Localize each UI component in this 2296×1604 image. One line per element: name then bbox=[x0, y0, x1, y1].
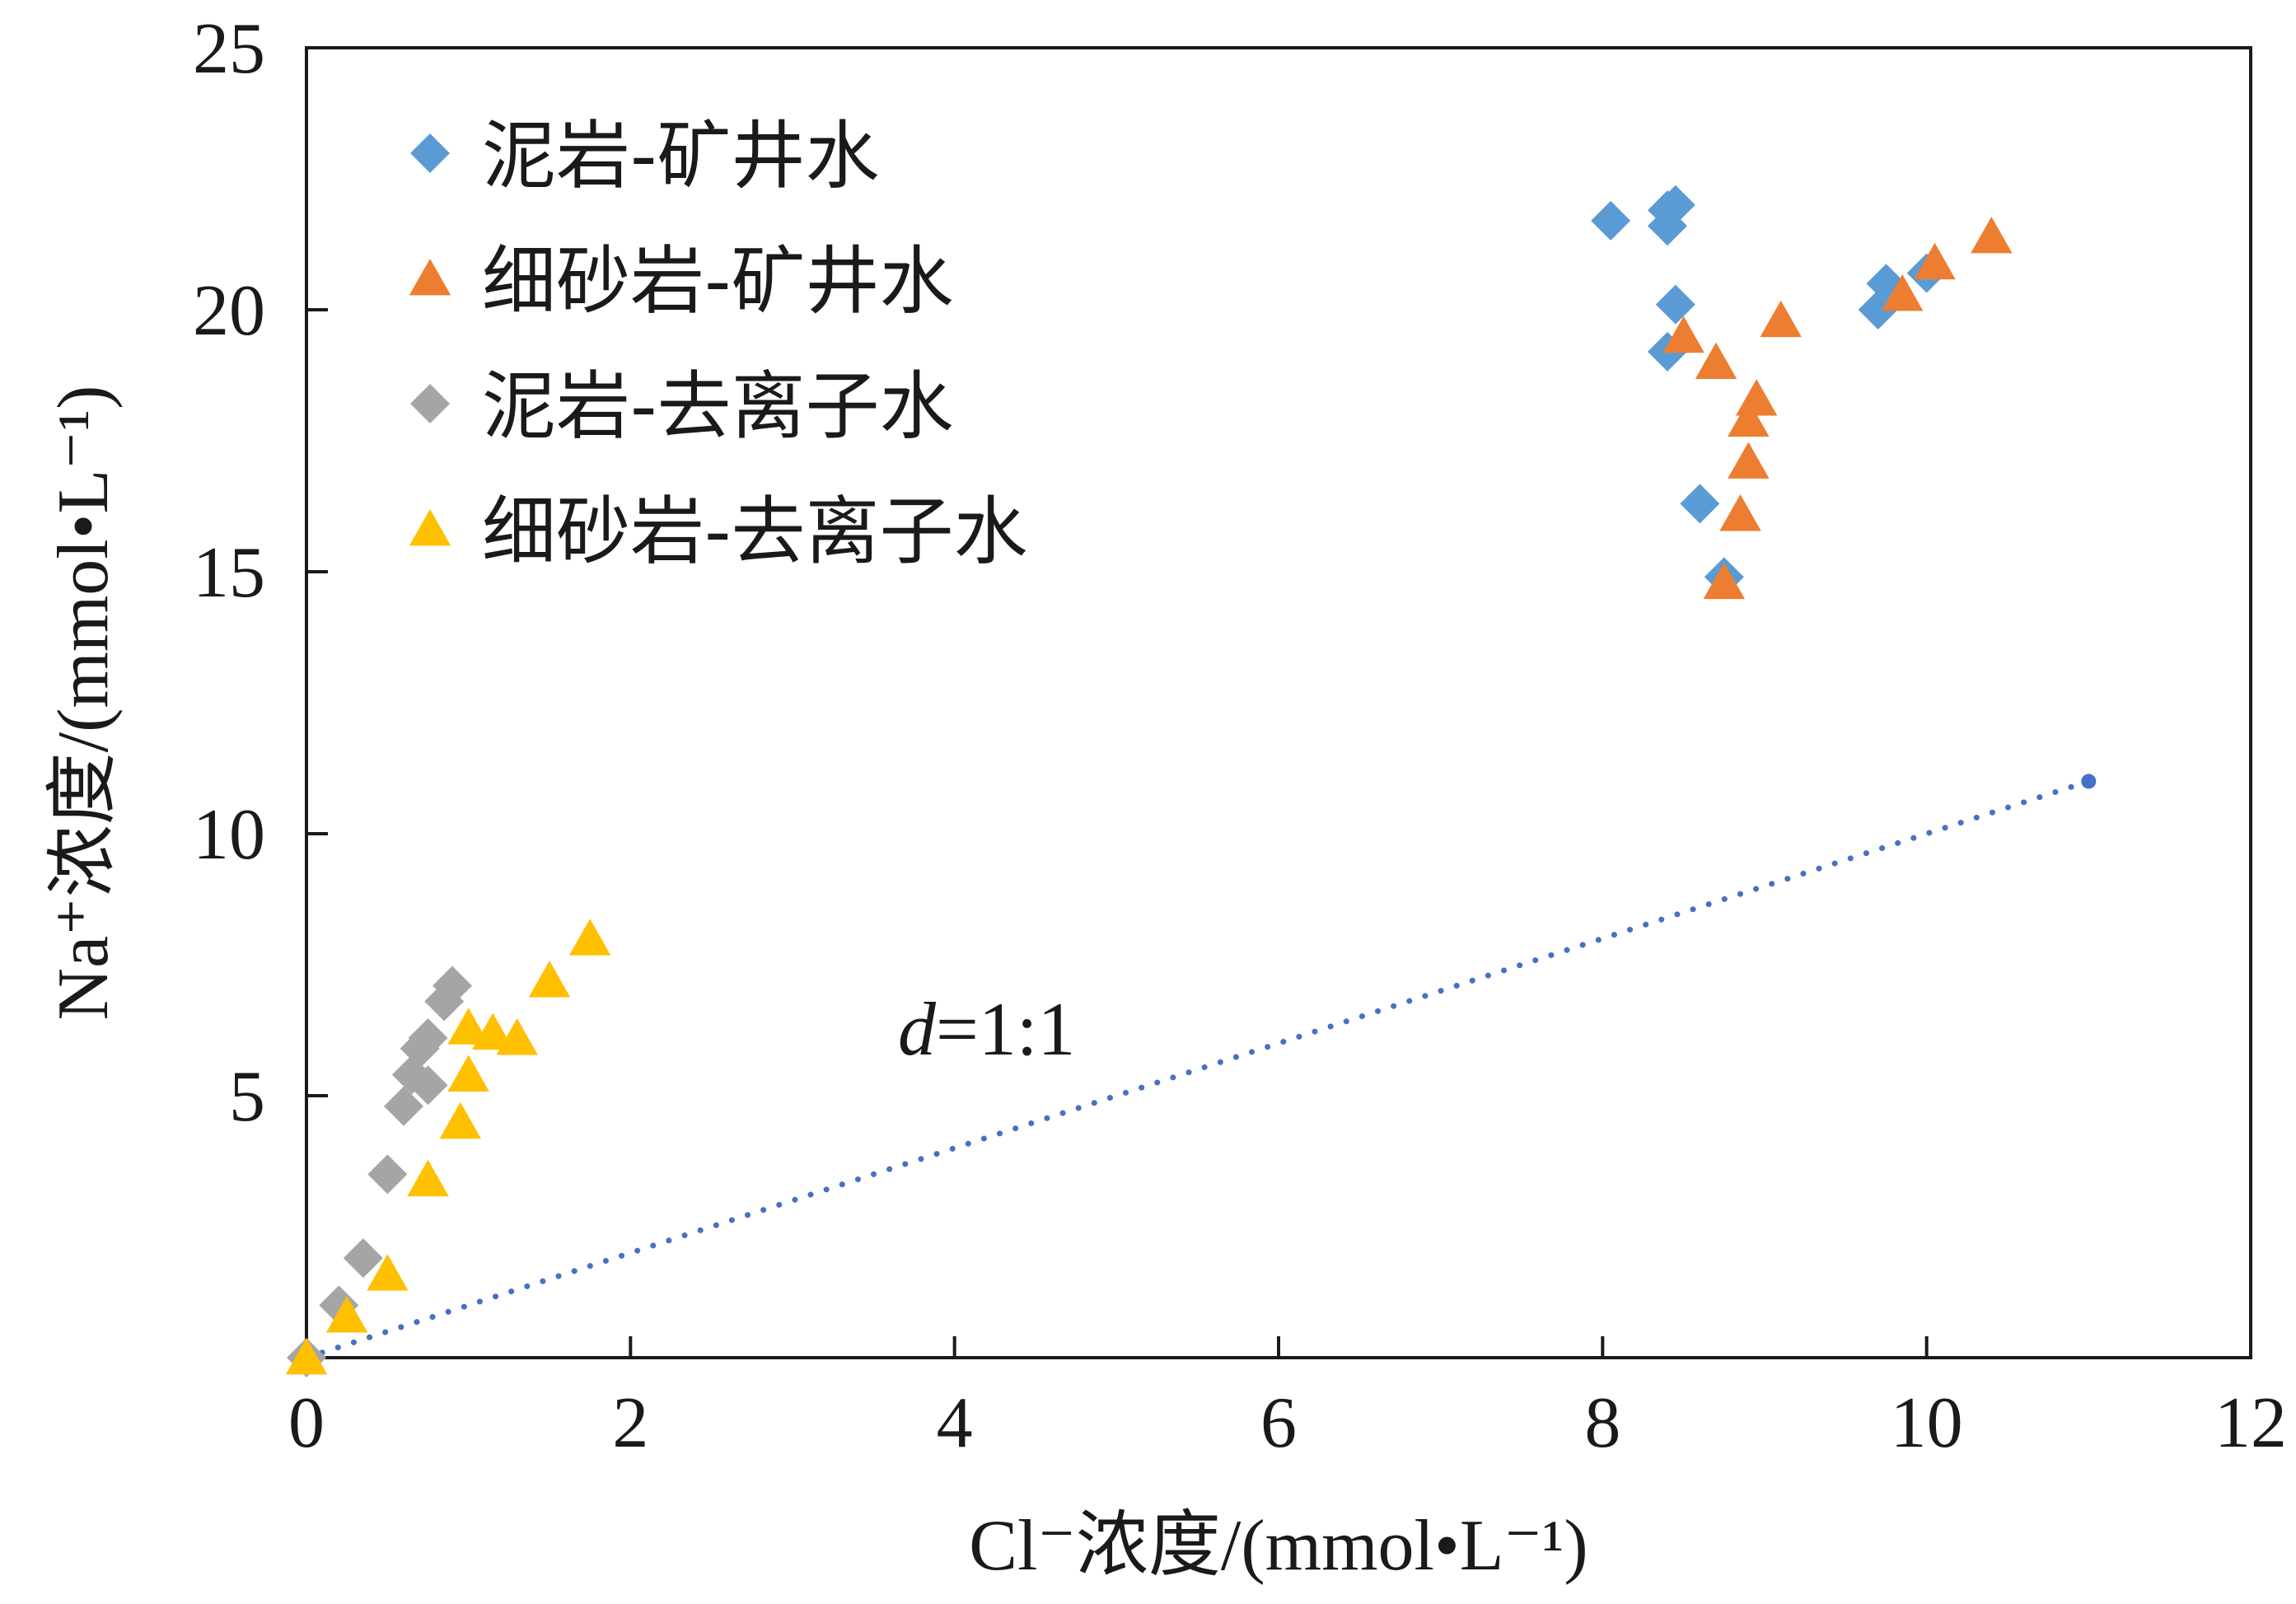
axis-tick-labels: 0 2 4 6 8 10 12 5 10 15 20 25 bbox=[193, 9, 2287, 1463]
reference-line bbox=[303, 778, 2092, 1361]
series-1-point-10 bbox=[1971, 216, 2013, 254]
series-1-point-2 bbox=[1703, 562, 1746, 600]
series-1-point-1 bbox=[1695, 342, 1737, 379]
legend-label-2: 泥岩-去离子水 bbox=[482, 363, 953, 450]
series-2-point-7 bbox=[408, 1018, 448, 1059]
series-3-point-7 bbox=[471, 1012, 514, 1050]
series-2-point-8 bbox=[408, 1065, 448, 1106]
legend-marker-1 bbox=[409, 259, 451, 296]
y-tick-label-0: 5 bbox=[229, 1057, 265, 1137]
series-3-point-1 bbox=[325, 1296, 368, 1333]
series-1-point-7 bbox=[1760, 300, 1802, 338]
ref-label-italic: d bbox=[898, 987, 937, 1071]
series-1-point-0 bbox=[1662, 316, 1704, 353]
legend-item-3: 细砂岩-去离子水 bbox=[409, 489, 1027, 575]
legend-label-1: 细砂岩-矿井水 bbox=[482, 238, 953, 325]
series-3-point-9 bbox=[528, 961, 571, 998]
reference-line-label: d=1:1 bbox=[898, 987, 1075, 1071]
y-tick-label-2: 15 bbox=[193, 533, 265, 613]
series-2 bbox=[287, 966, 472, 1377]
series-3 bbox=[285, 919, 611, 1375]
x-tick-label-6: 12 bbox=[2214, 1383, 2287, 1463]
series-1 bbox=[1662, 216, 2013, 600]
legend-item-1: 细砂岩-矿井水 bbox=[409, 238, 953, 325]
series-3-point-6 bbox=[447, 1008, 489, 1045]
x-tick-label-2: 4 bbox=[937, 1383, 973, 1463]
series-3-point-4 bbox=[439, 1101, 482, 1139]
series-2-point-10 bbox=[433, 966, 472, 1006]
legend-item-2: 泥岩-去离子水 bbox=[410, 363, 953, 450]
series-3-point-0 bbox=[285, 1338, 328, 1375]
series-0-point-3 bbox=[1648, 206, 1687, 246]
series-1-point-6 bbox=[1735, 379, 1778, 416]
series-1-point-3 bbox=[1719, 494, 1761, 531]
series-2-point-2 bbox=[343, 1238, 383, 1279]
legend-marker-3 bbox=[409, 509, 451, 546]
ref-label-rest: =1:1 bbox=[936, 987, 1075, 1071]
legend-marker-2 bbox=[410, 384, 450, 423]
series-0-point-0 bbox=[1591, 200, 1631, 241]
series-1-point-9 bbox=[1914, 242, 1956, 280]
y-axis-title: Na⁺浓度/(mmol•L⁻¹) bbox=[44, 386, 124, 1021]
series-3-point-10 bbox=[568, 919, 611, 956]
y-tick-label-4: 25 bbox=[193, 9, 265, 89]
x-tick-label-5: 10 bbox=[1891, 1383, 1963, 1463]
x-tick-label-0: 0 bbox=[288, 1383, 325, 1463]
series-1-point-4 bbox=[1728, 442, 1770, 479]
y-tick-label-3: 20 bbox=[193, 271, 265, 351]
series-2-point-4 bbox=[384, 1086, 423, 1126]
x-tick-label-1: 2 bbox=[612, 1383, 648, 1463]
x-axis-title: Cl⁻浓度/(mmol•L⁻¹) bbox=[969, 1506, 1588, 1586]
series-0-point-6 bbox=[1680, 484, 1720, 524]
series-2-point-3 bbox=[367, 1154, 408, 1195]
x-tick-label-3: 6 bbox=[1260, 1383, 1297, 1463]
reference-line-group bbox=[303, 774, 2097, 1361]
series-0-point-4 bbox=[1655, 284, 1695, 325]
data-points bbox=[285, 185, 2013, 1377]
series-3-point-5 bbox=[447, 1055, 489, 1092]
reference-line-endpoint bbox=[2081, 774, 2097, 789]
series-0 bbox=[1591, 185, 1947, 597]
series-3-point-8 bbox=[496, 1018, 538, 1055]
series-1-point-8 bbox=[1881, 274, 1924, 311]
legend-label-0: 泥岩-矿井水 bbox=[482, 113, 879, 199]
series-3-point-3 bbox=[407, 1159, 449, 1197]
series-1-point-5 bbox=[1728, 400, 1770, 437]
legend-item-0: 泥岩-矿井水 bbox=[410, 113, 879, 199]
legend-label-3: 细砂岩-去离子水 bbox=[482, 489, 1027, 575]
x-tick-label-4: 8 bbox=[1584, 1383, 1620, 1463]
y-tick-label-1: 10 bbox=[193, 795, 265, 875]
series-3-point-2 bbox=[367, 1254, 409, 1291]
legend-marker-0 bbox=[410, 133, 450, 173]
